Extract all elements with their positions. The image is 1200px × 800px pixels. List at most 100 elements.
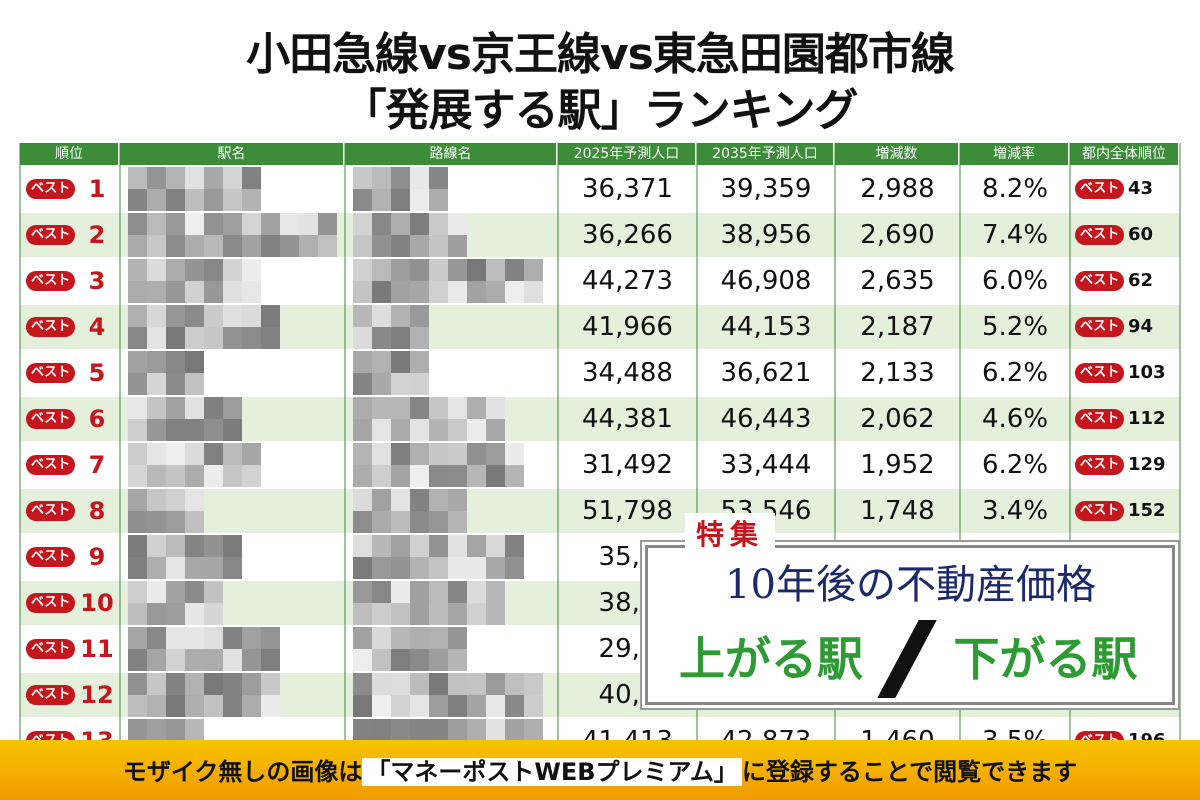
mosaic [429,167,448,189]
mosaic [147,489,166,511]
mosaic [185,695,204,717]
mosaic [242,235,261,257]
mosaic [128,603,147,625]
mosaic [467,535,486,557]
cell-rate: 6.2% [981,450,1049,480]
mosaic [505,443,524,465]
cell-pop2025: 34,488 [582,358,673,388]
mosaic [391,489,410,511]
rank: 1 [88,175,106,203]
mosaic [223,649,242,671]
mosaic [185,189,204,211]
mosaic [505,281,524,303]
mosaic [128,259,147,281]
mosaic [147,443,166,465]
mosaic [372,557,391,579]
cell-change: 2,062 [860,404,935,434]
mosaic [128,235,147,257]
mosaic [166,351,185,373]
mosaic [391,351,410,373]
mosaic [242,167,261,189]
mosaic [128,465,147,487]
mosaic [391,695,410,717]
mosaic [242,305,261,327]
mosaic [147,719,166,741]
mosaic [429,489,448,511]
mosaic [166,465,185,487]
mosaic [223,235,242,257]
mosaic [128,695,147,717]
footer-highlight: 「マネーポストWEBプレミアム」 [362,758,742,786]
mosaic [242,189,261,211]
mosaic [410,695,429,717]
tokyo-rank: 152 [1128,500,1166,521]
mosaic [391,281,410,303]
mosaic [372,489,391,511]
mosaic [261,673,280,695]
rank-badge: ベスト [26,409,76,429]
mosaic [185,465,204,487]
mosaic [429,581,448,603]
cell-pop2035: 38,956 [720,220,812,250]
mosaic [410,557,429,579]
mosaic [353,603,372,625]
mosaic [524,673,543,695]
mosaic [185,535,204,557]
mosaic [391,535,410,557]
mosaic [410,465,429,487]
tokyo-rank: 62 [1128,270,1154,291]
mosaic [353,327,372,349]
mosaic [391,397,410,419]
mosaic [147,259,166,281]
mosaic [429,695,448,717]
mosaic [372,443,391,465]
mosaic [372,305,391,327]
mosaic [353,419,372,441]
cell-change: 1,748 [860,496,935,526]
mosaic [185,419,204,441]
cell-change: 2,187 [860,312,935,342]
mosaic [353,259,372,281]
mosaic [147,213,166,235]
mosaic [261,305,280,327]
column-rule [696,143,698,743]
mosaic [147,557,166,579]
mosaic [448,581,467,603]
tokyo-badge: ベスト [1075,179,1125,199]
tokyo-badge: ベスト [1075,455,1125,475]
mosaic [467,465,486,487]
tokyo-badge: ベスト [1075,501,1125,521]
table-row [20,489,1180,533]
mosaic [128,327,147,349]
rank-badge: ベスト [26,547,76,567]
mosaic [410,489,429,511]
mosaic [166,719,185,741]
mosaic [242,649,261,671]
mosaic [185,511,204,533]
tokyo-badge: ベスト [1075,363,1125,383]
column-header: 駅名 [120,143,345,165]
column-rule [344,143,346,743]
mosaic [410,535,429,557]
column-rule [119,143,121,743]
mosaic [166,213,185,235]
mosaic [166,259,185,281]
mosaic [372,535,391,557]
mosaic [353,351,372,373]
mosaic [261,649,280,671]
mosaic [448,465,467,487]
mosaic [166,419,185,441]
mosaic [353,305,372,327]
rank-badge: ベスト [26,593,76,613]
footer-text: モザイク無しの画像は 「マネーポストWEBプレミアム」 に登録することで閲覧できます [0,752,1200,787]
rank-badge: ベスト [26,317,76,337]
mosaic [353,649,372,671]
mosaic [391,627,410,649]
cell-pop2035: 36,621 [720,358,812,388]
cell-pop2025: 31,492 [582,450,673,480]
mosaic [429,281,448,303]
mosaic [410,189,429,211]
mosaic [410,213,429,235]
mosaic [410,327,429,349]
mosaic [505,465,524,487]
